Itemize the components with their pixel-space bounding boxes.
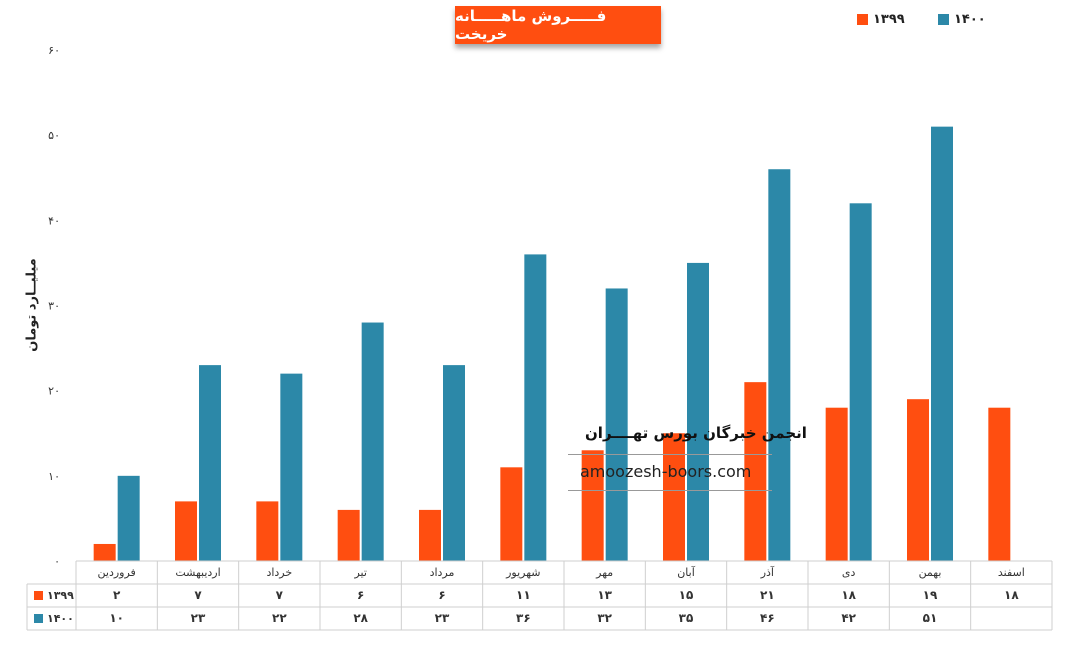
category-label: دی (842, 566, 856, 579)
bar-۱۴۰۰-8 (768, 169, 791, 561)
bar-۱۴۰۰-2 (280, 373, 303, 561)
table-series-label: ۱۴۰۰ (47, 612, 74, 625)
legend-swatch-1400 (938, 14, 949, 25)
bar-۱۳۹۹-9 (825, 407, 848, 561)
bar-۱۴۰۰-5 (524, 254, 547, 561)
bar-۱۳۹۹-0 (93, 543, 116, 561)
data-label-۱۴۰۰: ۴۲ (841, 611, 856, 625)
bar-۱۳۹۹-8 (744, 382, 767, 561)
bar-۱۴۰۰-3 (361, 322, 384, 561)
y-tick-label: ۴۰ (48, 214, 60, 227)
bar-۱۴۰۰-0 (117, 475, 140, 561)
category-label: فروردین (98, 566, 136, 579)
bar-۱۳۹۹-10 (907, 399, 929, 561)
bar-۱۳۹۹-4 (419, 509, 441, 561)
bar-۱۳۹۹-11 (988, 407, 1011, 561)
category-label: مرداد (430, 566, 455, 579)
category-label: آبان (677, 565, 695, 579)
legend-item-1399: ۱۳۹۹ (857, 12, 905, 27)
bar-۱۴۰۰-9 (849, 203, 872, 562)
watermark-divider-top (568, 454, 772, 455)
data-label-۱۳۹۹: ۶ (357, 588, 364, 602)
data-label-۱۳۹۹: ۷ (194, 588, 202, 602)
chart-title: فـــــروش ماهـــــانه خریخت (455, 7, 607, 43)
data-label-۱۳۹۹: ۱۸ (1004, 588, 1019, 602)
table-legend-swatch-۱۴۰۰ (34, 614, 43, 623)
data-label-۱۴۰۰: ۵۱ (923, 611, 938, 625)
category-label: آذر (760, 565, 775, 579)
category-label: بهمن (919, 566, 942, 579)
data-label-۱۴۰۰: ۲۳ (435, 611, 450, 625)
data-label-۱۳۹۹: ۱۹ (923, 588, 938, 602)
bar-۱۳۹۹-7 (663, 433, 685, 561)
data-label-۱۴۰۰: ۲۲ (272, 611, 287, 625)
data-label-۱۳۹۹: ۱۳ (597, 588, 612, 602)
watermark-divider-bottom (568, 490, 772, 491)
bar-۱۴۰۰-1 (199, 365, 221, 561)
bar-۱۴۰۰-10 (931, 126, 953, 562)
bar-۱۳۹۹-5 (500, 467, 523, 561)
chart-title-box: فـــــروش ماهـــــانه خریخت (455, 6, 661, 44)
bar-۱۳۹۹-6 (581, 450, 604, 561)
data-label-۱۴۰۰: ۴۶ (760, 611, 775, 625)
data-label-۱۳۹۹: ۱۱ (516, 588, 531, 602)
data-label-۱۴۰۰: ۳۵ (679, 611, 694, 625)
watermark-title: انجمن خبرگان بورس تهــــران (585, 424, 807, 442)
legend-label-1399: ۱۳۹۹ (873, 12, 905, 27)
data-label-۱۳۹۹: ۲ (113, 588, 121, 602)
legend-item-1400: ۱۴۰۰ (938, 12, 986, 27)
data-label-۱۳۹۹: ۱۵ (679, 588, 694, 602)
category-label: شهریور (505, 566, 540, 579)
data-label-۱۴۰۰: ۱۰ (109, 611, 124, 625)
data-label-۱۳۹۹: ۶ (438, 588, 445, 602)
table-series-label: ۱۳۹۹ (47, 589, 74, 602)
y-axis-label: میلیــارد تومان (24, 258, 40, 352)
data-label-۱۳۹۹: ۷ (276, 588, 284, 602)
category-label: مهر (595, 566, 613, 579)
bar-۱۴۰۰-7 (687, 262, 709, 561)
bar-۱۳۹۹-2 (256, 501, 279, 561)
bar-۱۴۰۰-4 (443, 365, 465, 561)
watermark-url: amoozesh-boors.com (580, 462, 752, 481)
y-tick-label: ۱۰ (48, 470, 60, 483)
table-legend-swatch-۱۳۹۹ (34, 591, 43, 600)
y-tick-label: ۳۰ (48, 300, 60, 313)
category-label: اسفند (998, 566, 1025, 579)
legend-label-1400: ۱۴۰۰ (954, 12, 986, 27)
category-label: اردیبهشت (175, 566, 220, 579)
y-tick-label: ۲۰ (48, 385, 60, 398)
category-label: خرداد (266, 566, 292, 579)
data-label-۱۴۰۰: ۳۲ (597, 611, 612, 625)
data-label-۱۳۹۹: ۲۱ (760, 588, 775, 602)
y-tick-label: ۰ (54, 555, 60, 568)
y-tick-label: ۵۰ (48, 129, 60, 142)
bar-۱۳۹۹-1 (175, 501, 197, 561)
category-label: تیر (353, 566, 366, 579)
legend-swatch-1399 (857, 14, 868, 25)
data-label-۱۴۰۰: ۲۸ (353, 611, 368, 625)
y-tick-label: ۶۰ (48, 44, 60, 57)
data-label-۱۳۹۹: ۱۸ (841, 588, 856, 602)
bar-۱۴۰۰-6 (605, 288, 628, 561)
data-label-۱۴۰۰: ۳۶ (516, 611, 531, 625)
bar-۱۳۹۹-3 (337, 509, 360, 561)
data-label-۱۴۰۰: ۲۳ (191, 611, 206, 625)
